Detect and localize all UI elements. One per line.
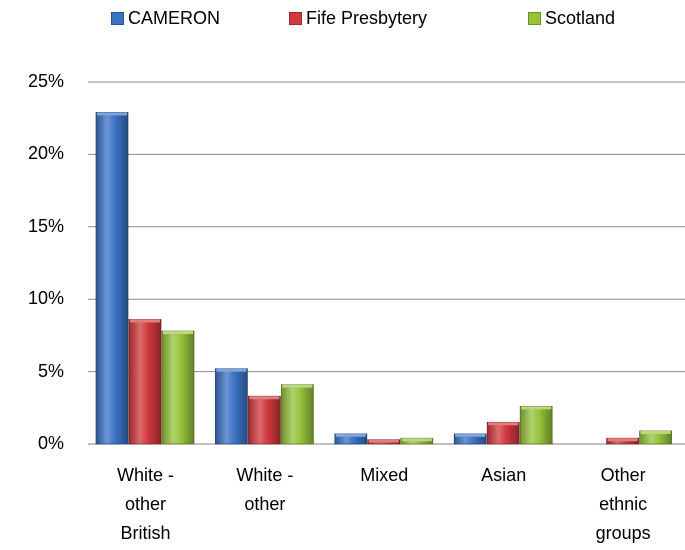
bar-top-scotland-1: [282, 384, 313, 388]
bar-top-cameron-1: [216, 368, 247, 372]
bar-fife-presbytery-3: [486, 421, 520, 445]
bar-cameron-1: [215, 368, 248, 445]
legend-item-fife-presbytery: Fife Presbytery: [289, 8, 427, 29]
bar-fife-presbytery-1: [248, 395, 281, 445]
bar-top-fife-presbytery-1: [249, 396, 280, 400]
x-category-label: Mixed: [360, 465, 409, 485]
y-tick-label: 15%: [27, 215, 64, 236]
bar-top-fife-presbytery-4: [607, 438, 638, 442]
bar-cameron-0: [95, 112, 129, 445]
bar-top-fife-presbytery-3: [488, 422, 519, 426]
bar-top-scotland-4: [640, 430, 671, 434]
legend-label-fife-presbytery: Fife Presbytery: [306, 8, 428, 28]
y-tick-label: 20%: [27, 143, 64, 164]
bar-scotland-3: [519, 406, 553, 445]
x-category-label: White - other British: [116, 465, 174, 543]
bar-top-cameron-2: [335, 433, 366, 437]
legend-swatch-fife-presbytery: [289, 12, 302, 25]
legend: CAMERON Fife Presbytery Scotland: [0, 8, 685, 38]
x-category-label: Other ethnic groups: [595, 465, 651, 543]
bar-scotland-0: [161, 330, 195, 445]
y-tick-label: 5%: [37, 360, 64, 381]
bar-top-scotland-0: [163, 331, 193, 335]
x-category-label: White - other: [236, 465, 294, 514]
bar-top-scotland-2: [401, 438, 432, 442]
legend-item-cameron: CAMERON: [111, 8, 220, 29]
legend-item-scotland: Scotland: [528, 8, 615, 29]
legend-label-cameron: CAMERON: [128, 8, 221, 28]
bar-scotland-1: [281, 384, 314, 445]
legend-swatch-cameron: [111, 12, 124, 25]
legend-label-scotland: Scotland: [545, 8, 616, 28]
bar-top-cameron-0: [97, 112, 127, 116]
x-category-label: Asian: [481, 465, 527, 485]
y-tick-label: 25%: [27, 71, 64, 91]
bar-top-cameron-3: [455, 433, 486, 437]
y-tick-label: 0%: [37, 433, 64, 453]
y-tick-label: 10%: [27, 288, 64, 309]
bar-top-fife-presbytery-2: [368, 439, 399, 443]
bar-top-scotland-3: [521, 406, 552, 410]
bar-fife-presbytery-0: [128, 319, 162, 445]
bar-top-fife-presbytery-0: [130, 319, 160, 323]
legend-swatch-scotland: [528, 12, 541, 25]
